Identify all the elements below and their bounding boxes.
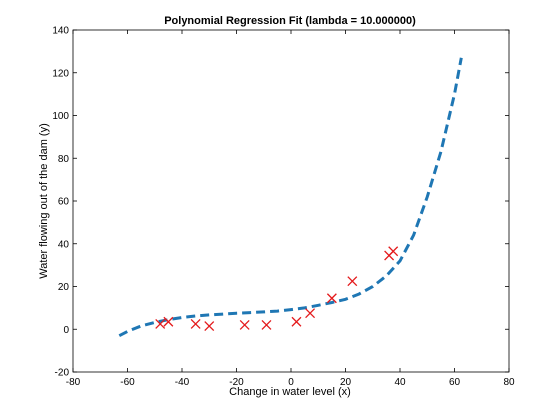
marker-stroke xyxy=(204,321,215,332)
chart-title: Polynomial Regression Fit (lambda = 10.0… xyxy=(164,15,416,27)
data-point-marker xyxy=(347,276,358,287)
y-tick-label: 0 xyxy=(63,325,69,336)
y-tick-label: -20 xyxy=(55,368,70,379)
x-tick-label: -40 xyxy=(175,377,190,388)
y-tick-label: 60 xyxy=(58,197,70,208)
marker-stroke xyxy=(261,320,272,330)
data-point-marker xyxy=(388,246,399,257)
data-point-marker xyxy=(163,316,174,327)
marker-stroke xyxy=(155,318,166,329)
marker-stroke xyxy=(190,318,201,329)
marker-stroke xyxy=(239,320,250,330)
marker-stroke xyxy=(163,316,174,327)
x-tick-label: 60 xyxy=(449,377,461,388)
fit-curve-line xyxy=(118,57,463,338)
y-axis-label: Water flowing out of the dam (y) xyxy=(38,123,50,279)
series-layer xyxy=(118,57,463,338)
y-tick-label: 80 xyxy=(58,154,70,165)
marker-stroke xyxy=(388,246,399,257)
x-axis-label: Change in water level (x) xyxy=(229,386,351,398)
y-tick-label: 40 xyxy=(58,239,70,250)
y-tick-label: 120 xyxy=(52,68,69,79)
x-tick-label: 80 xyxy=(503,377,515,388)
data-point-marker xyxy=(239,320,250,330)
marker-stroke xyxy=(291,316,302,327)
x-tick-label: 20 xyxy=(340,377,352,388)
data-point-marker xyxy=(190,318,201,329)
x-tick-label: 40 xyxy=(394,377,406,388)
x-axis-ticks: -80 -60 -40 -20 0 20 40 60 80 xyxy=(66,30,515,388)
plot-area: -80 -60 -40 -20 0 20 40 60 80 -20 0 20 40 60 80 100 120… xyxy=(52,26,515,389)
y-tick-label: 100 xyxy=(52,111,69,122)
x-tick-label: 0 xyxy=(288,377,294,388)
data-point-marker xyxy=(305,308,316,319)
x-tick-label: -80 xyxy=(66,377,81,388)
plot-frame xyxy=(72,29,510,373)
y-tick-label: 140 xyxy=(52,26,69,37)
y-axis-ticks: -20 0 20 40 60 80 100 120 140 xyxy=(52,26,509,379)
data-point-marker xyxy=(326,293,337,304)
y-tick-label: 20 xyxy=(58,282,70,293)
data-point-marker xyxy=(291,316,302,327)
data-point-marker xyxy=(261,320,272,330)
marker-stroke xyxy=(305,308,316,319)
x-tick-label: -20 xyxy=(229,377,244,388)
marker-stroke xyxy=(347,276,358,287)
marker-stroke xyxy=(326,293,337,304)
data-point-marker xyxy=(204,321,215,332)
x-tick-label: -60 xyxy=(120,377,135,388)
data-point-marker xyxy=(155,318,166,329)
